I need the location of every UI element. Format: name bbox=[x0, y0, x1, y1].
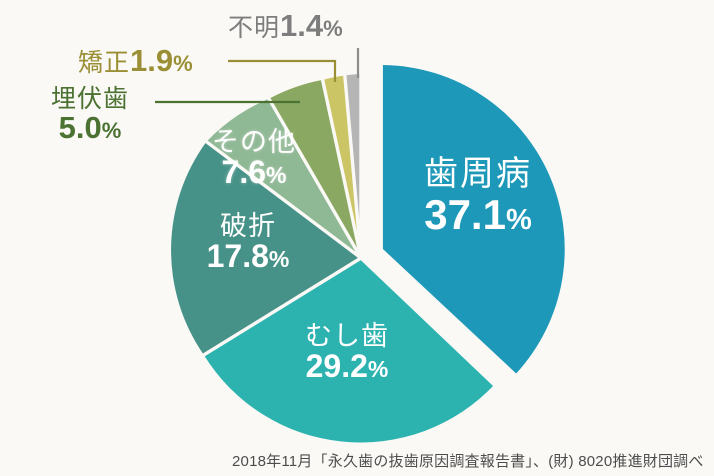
pie-slices bbox=[171, 65, 565, 443]
slice-label-fumei-name: 不明 bbox=[228, 14, 281, 42]
slice-label-shishubyo-value: 37.1% bbox=[424, 190, 532, 238]
leader-lines bbox=[155, 48, 360, 104]
pie-slice-hasetsu[interactable] bbox=[171, 141, 361, 355]
pie-slice-shishubyo[interactable] bbox=[382, 65, 565, 374]
slice-label-sonota: その他 7.6% bbox=[190, 128, 318, 190]
slice-label-kyosei-value: 1.9% bbox=[130, 43, 193, 78]
pie-slice-separators bbox=[202, 72, 496, 387]
slice-label-hasetsu: 破折 17.8% bbox=[178, 212, 318, 274]
slice-label-fumei-value: 1.4% bbox=[280, 8, 343, 43]
pie-slice-maifukushi[interactable] bbox=[269, 79, 361, 259]
slice-label-shishubyo: 歯周病 37.1% bbox=[393, 155, 563, 238]
slice-label-mushiba-name: むし歯 bbox=[305, 321, 389, 351]
slice-label-maifukushi-name: 埋伏歯 bbox=[50, 85, 129, 113]
slice-label-maifukushi: 埋伏歯 5.0% bbox=[28, 86, 152, 145]
pie-slice-mushiba[interactable] bbox=[203, 258, 495, 443]
slice-label-hasetsu-value: 17.8% bbox=[206, 238, 290, 275]
slice-label-sonota-value: 7.6% bbox=[221, 154, 287, 191]
slice-label-shishubyo-name: 歯周病 bbox=[424, 155, 532, 193]
slice-label-fumei: 不明1.4% bbox=[228, 8, 343, 43]
slice-label-kyosei: 矯正1.9% bbox=[78, 43, 193, 78]
leader-line-kyosei bbox=[228, 59, 337, 82]
chart-source-caption: 2018年11月「永久歯の抜歯原因調査報告書」、(財) 8020推進財団調べ bbox=[232, 453, 704, 470]
slice-label-maifukushi-value: 5.0% bbox=[58, 110, 122, 146]
slice-label-sonota-name: その他 bbox=[212, 127, 296, 157]
slice-label-kyosei-name: 矯正 bbox=[78, 49, 131, 77]
slice-label-mushiba-value: 29.2% bbox=[305, 348, 389, 385]
slice-label-mushiba: むし歯 29.2% bbox=[272, 322, 422, 384]
pie-slice-sonota[interactable] bbox=[206, 98, 361, 258]
slice-label-hasetsu-name: 破折 bbox=[220, 211, 276, 241]
